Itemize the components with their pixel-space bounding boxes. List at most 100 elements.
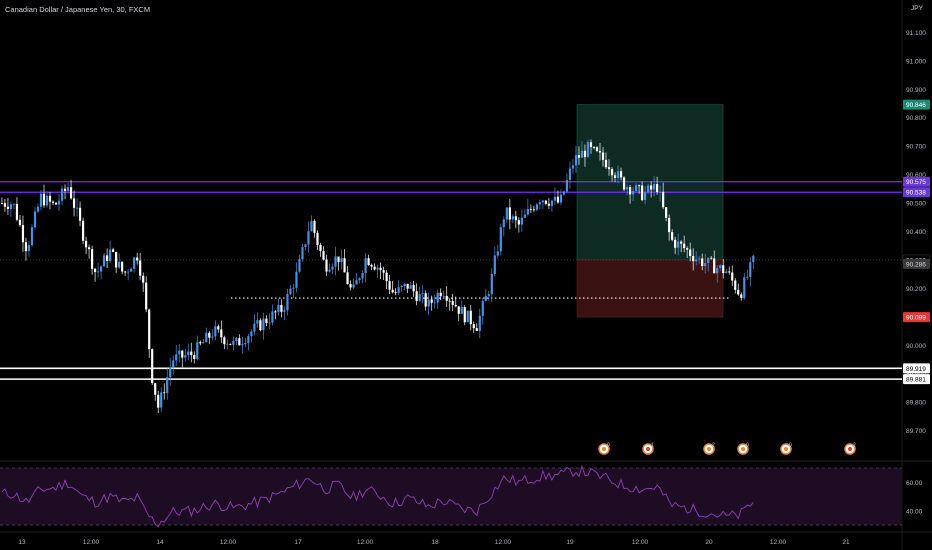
candle-body (695, 259, 698, 262)
price-label-text: 90.575 (906, 179, 926, 186)
price-tick: 90.200 (906, 286, 926, 293)
candle-body (265, 318, 268, 323)
candle-body (211, 336, 214, 338)
candle-body (214, 326, 217, 337)
candle-body (496, 251, 499, 256)
candle-body (289, 288, 292, 295)
candle-body (109, 249, 112, 261)
candle-body (379, 267, 382, 271)
candle-body (328, 269, 331, 272)
candle-body (466, 310, 469, 323)
candle-body (42, 193, 46, 206)
stop-zone (576, 259, 724, 318)
candle-body (613, 175, 617, 178)
candle-body (169, 367, 172, 378)
price-tick: 89.700 (906, 428, 926, 435)
candle-body (229, 343, 232, 345)
candle-body (238, 338, 241, 346)
candle-body (628, 187, 632, 195)
time-tick: 12:00 (632, 539, 649, 546)
candle-body (130, 268, 133, 272)
candle-body (331, 266, 334, 270)
candle-body (292, 287, 295, 289)
event-dot-icon (602, 447, 606, 451)
candle-body (166, 377, 169, 394)
candle-body (445, 295, 448, 301)
price-tick: 91.100 (906, 30, 926, 37)
event-dot-icon (646, 447, 650, 451)
price-label-text: 90.846 (906, 102, 926, 109)
candle-body (364, 258, 367, 274)
candle-body (532, 209, 535, 211)
candle-body (96, 271, 100, 273)
candle-body (604, 159, 608, 168)
candle-body (646, 185, 650, 193)
currency-label: JPY (911, 5, 923, 12)
candle-body (226, 343, 229, 345)
price-label-text: 89.919 (906, 366, 926, 373)
candle-body (403, 283, 406, 287)
candle-body (478, 315, 481, 332)
candle-body (307, 231, 310, 245)
price-label-badge (903, 363, 930, 374)
candle-body (48, 195, 52, 202)
candle-body (286, 294, 289, 311)
candle-body (484, 295, 487, 302)
candle-body (634, 185, 638, 192)
candle-body (220, 329, 223, 338)
candle-body (15, 203, 19, 220)
candle-body (316, 232, 319, 245)
candle-body (499, 227, 502, 252)
candle-body (18, 219, 22, 226)
candle-body (373, 266, 376, 270)
candle-body (565, 179, 569, 192)
candle-body (523, 214, 526, 218)
time-tick: 17 (294, 539, 302, 546)
candle-body (12, 203, 16, 205)
time-tick: 18 (431, 539, 439, 546)
candle-body (268, 322, 271, 324)
candle-body (469, 310, 472, 325)
candle-body (616, 171, 620, 178)
candle-body (310, 220, 313, 232)
candle-body (686, 248, 689, 250)
candle-body (394, 292, 397, 294)
candle-body (262, 318, 265, 330)
candle-body (115, 251, 118, 268)
candle-body (145, 282, 148, 310)
candle-body (710, 257, 713, 259)
candle-body (728, 271, 731, 273)
candle-body (24, 242, 28, 252)
candle-body (9, 204, 13, 210)
candle-body (0, 203, 4, 204)
candle-body (21, 225, 25, 243)
candle-body (157, 394, 160, 408)
candle-body (87, 247, 91, 250)
candle-body (571, 165, 575, 169)
candle-body (514, 216, 517, 221)
event-dot-icon (784, 447, 788, 451)
candle-body (376, 267, 379, 270)
candle-body (692, 255, 695, 262)
candle-body (752, 255, 755, 263)
candle-body (253, 323, 256, 332)
candle-body (508, 207, 511, 220)
candle-body (475, 328, 478, 332)
candle-body (719, 265, 722, 269)
price-tick: 90.700 (906, 144, 926, 151)
candle-body (490, 273, 493, 295)
candle-body (406, 283, 409, 289)
candle-body (217, 326, 220, 330)
price-tick: 90.600 (906, 172, 926, 179)
candle-body (184, 355, 187, 358)
candle-body (232, 340, 235, 345)
candle-body (45, 195, 49, 206)
event-badge-count: 1 (651, 443, 654, 449)
candle-body (235, 338, 238, 341)
rsi-tick: 40.00 (906, 508, 923, 515)
candle-body (259, 320, 262, 330)
candle-body (665, 207, 668, 218)
candle-body (746, 276, 749, 278)
